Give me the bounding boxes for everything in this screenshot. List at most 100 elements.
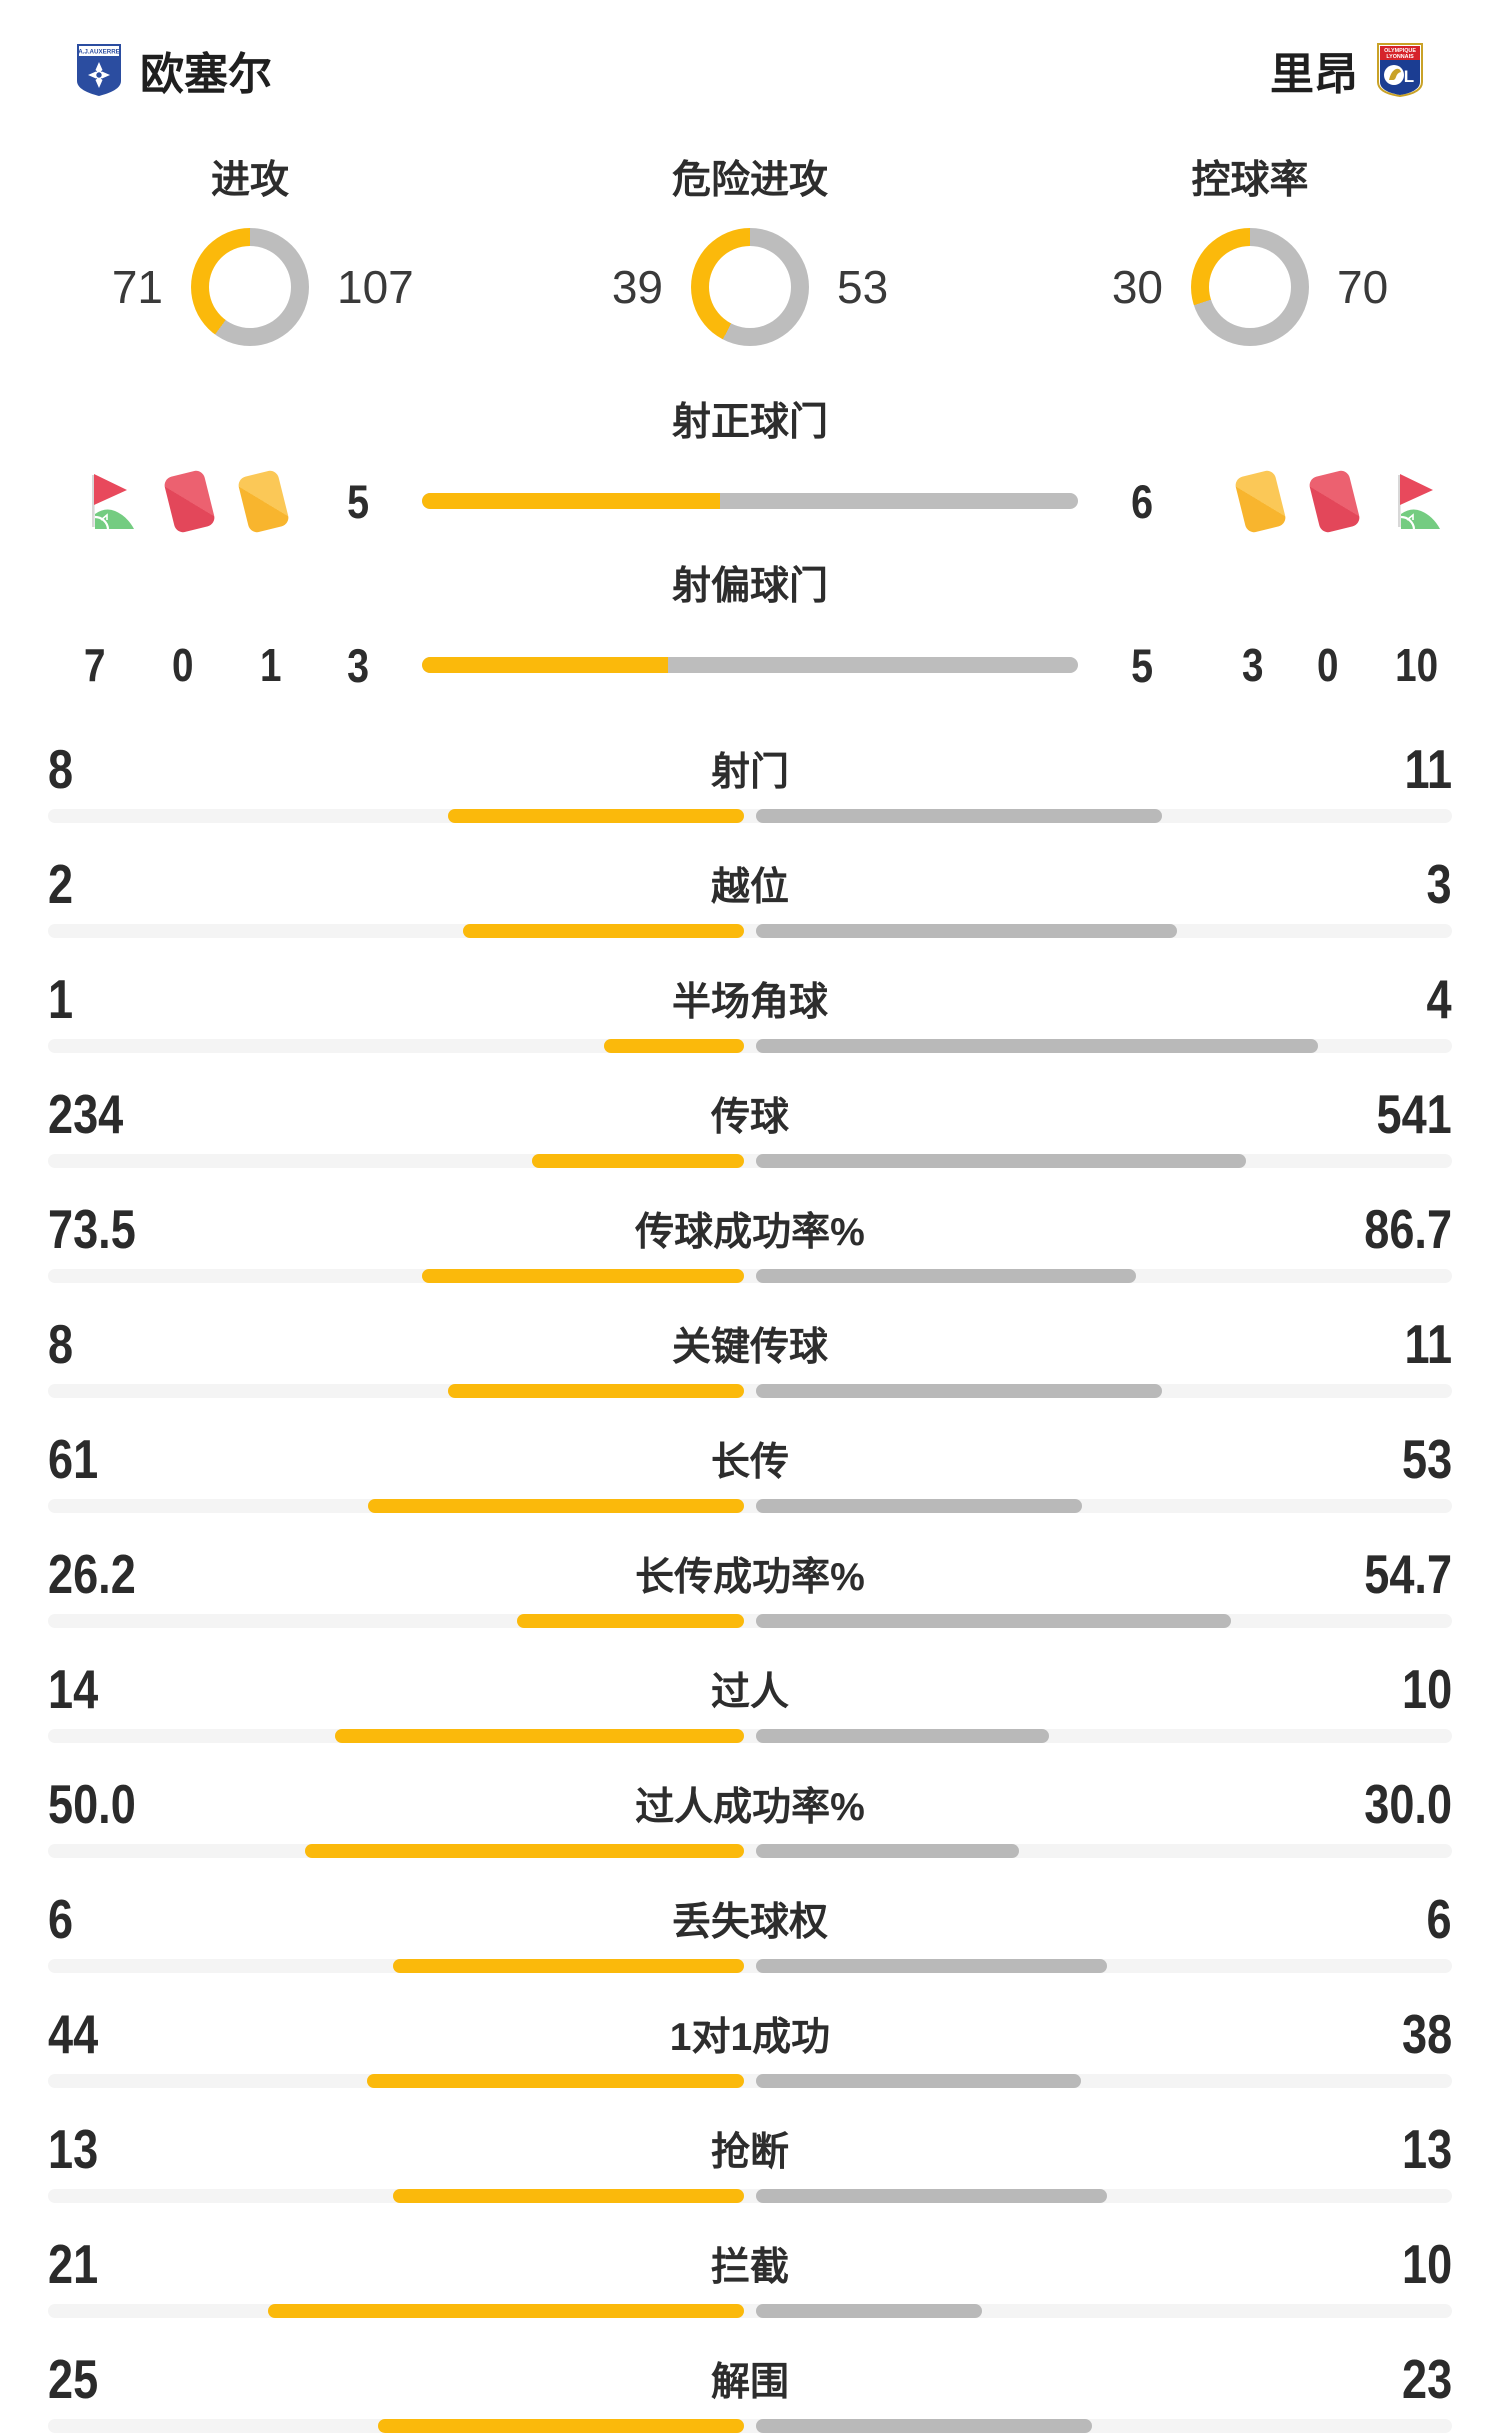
stat-row-1: 2 越位 3 [48, 853, 1452, 938]
auxerre-cross [88, 62, 110, 88]
away-discipline-icons [1194, 468, 1452, 534]
shots-off-target-home-fill [422, 657, 668, 673]
lyon-banner-line1: OLYMPIQUE [1384, 48, 1416, 54]
donut-chart-0: 进攻 71 107 [0, 158, 500, 346]
lyon-lion [1389, 68, 1401, 80]
stats-list: 8 射门 11 2 越位 3 1 半场角球 4 234 传球 541 73.5 传球成功率% 86.7 8 关键… [0, 738, 1500, 2433]
shots-on-target-bar [422, 493, 1078, 509]
donut-away-value: 70 [1337, 261, 1389, 313]
stat-home-bar [393, 1959, 744, 1973]
home-team-header[interactable]: A.J.AUXERRE 欧塞尔 [76, 38, 272, 102]
donut-figure: 30 70 [1033, 228, 1467, 346]
donut-label: 进攻 [210, 159, 289, 202]
stat-home-bar [448, 1384, 744, 1398]
stat-row-header: 13 抢断 13 [48, 2118, 1452, 2180]
yellow-card-icon [236, 468, 291, 534]
stat-away-value: 38 [1401, 2003, 1452, 2065]
stat-home-bar [532, 1154, 744, 1168]
stat-away-bar [756, 2419, 1093, 2433]
donut-figure: 39 53 [533, 228, 967, 346]
auxerre-banner-text: A.J.AUXERRE [78, 49, 120, 56]
stat-away-value: 86.7 [1364, 1198, 1452, 1260]
stat-home-bar [268, 2304, 744, 2318]
stat-label: 1对1成功 [669, 2016, 831, 2059]
stat-home-value: 13 [48, 2118, 99, 2180]
stat-home-value: 21 [48, 2233, 99, 2295]
red-card-icon [1307, 468, 1362, 534]
donut-home-value: 71 [111, 261, 163, 313]
stat-row-header: 2 越位 3 [48, 853, 1452, 915]
stat-row-8: 14 过人 10 [48, 1658, 1452, 1743]
stat-away-value: 10 [1401, 1658, 1452, 1720]
stat-row-10: 6 丢失球权 6 [48, 1888, 1452, 1973]
stat-label: 过人 [710, 1671, 789, 1714]
stat-bar-track [48, 1959, 1452, 1973]
donut-away-value: 53 [837, 261, 889, 313]
stat-away-value: 30.0 [1364, 1773, 1452, 1835]
stat-home-bar [305, 1844, 744, 1858]
stat-away-value: 54.7 [1364, 1543, 1452, 1605]
stat-away-bar [756, 1384, 1163, 1398]
stat-bar-track [48, 1844, 1452, 1858]
donut-label: 控球率 [1191, 159, 1309, 202]
stat-label: 长传 [710, 1441, 789, 1484]
donut-chart-1: 危险进攻 39 53 [500, 158, 1000, 346]
shots-on-target-row: 5 6 [0, 468, 1500, 534]
stat-home-bar [603, 1039, 744, 1053]
stat-row-header: 8 关键传球 11 [48, 1313, 1452, 1375]
stat-home-bar [378, 2419, 744, 2433]
stat-bar-track [48, 809, 1452, 823]
stat-row-header: 73.5 传球成功率% 86.7 [48, 1198, 1452, 1260]
corner-flag-icon [1398, 474, 1440, 530]
stat-away-value: 11 [1404, 738, 1452, 800]
stat-away-bar [756, 924, 1178, 938]
away-yellow-cards-value: 3 [1242, 639, 1264, 691]
stat-home-bar [368, 1499, 744, 1513]
lyon-banner-line2: LYONNAIS [1386, 54, 1414, 60]
match-stats-page: A.J.AUXERRE 欧塞尔 里昂 OLYMPIQUE LYONNAIS [0, 38, 1500, 2433]
stat-row-3: 234 传球 541 [48, 1083, 1452, 1168]
donut-chart-2: 控球率 30 70 [1000, 158, 1500, 346]
stat-home-value: 1 [48, 968, 74, 1030]
stat-home-value: 14 [48, 1658, 99, 1720]
stat-home-value: 8 [48, 738, 74, 800]
stat-row-header: 26.2 长传成功率% 54.7 [48, 1543, 1452, 1605]
stat-row-header: 44 1对1成功 38 [48, 2003, 1452, 2065]
stat-row-header: 50.0 过人成功率% 30.0 [48, 1773, 1452, 1835]
shots-off-target-label: 射偏球门 [671, 565, 828, 608]
shots-on-target-home: 5 [347, 474, 369, 528]
stat-away-bar [756, 1269, 1136, 1283]
stat-label: 传球成功率% [635, 1211, 865, 1254]
stat-row-5: 8 关键传球 11 [48, 1313, 1452, 1398]
stat-away-bar [756, 809, 1163, 823]
stat-row-header: 61 长传 53 [48, 1428, 1452, 1490]
stat-bar-track [48, 1614, 1452, 1628]
stat-away-bar [756, 2304, 983, 2318]
stat-away-value: 10 [1401, 2233, 1452, 2295]
lyon-logo: OLYMPIQUE LYONNAIS L [1377, 43, 1423, 98]
stat-home-value: 44 [48, 2003, 99, 2065]
stat-bar-track [48, 2304, 1452, 2318]
lyon-letter: L [1404, 67, 1414, 86]
donut-figure: 71 107 [33, 228, 467, 346]
stat-home-bar [448, 809, 744, 823]
stat-label: 长传成功率% [635, 1556, 865, 1599]
shots-on-target-label: 射正球门 [671, 401, 828, 444]
stat-label: 丢失球权 [671, 1901, 828, 1944]
away-team-header[interactable]: 里昂 OLYMPIQUE LYONNAIS L [1270, 38, 1424, 102]
stat-bar-track [48, 2074, 1452, 2088]
stat-label: 关键传球 [671, 1326, 828, 1369]
shots-off-target-bar [422, 657, 1078, 673]
stat-bar-track [48, 924, 1452, 938]
stat-home-value: 234 [48, 1083, 124, 1145]
red-card-icon [162, 468, 217, 534]
stat-row-header: 14 过人 10 [48, 1658, 1452, 1720]
stat-row-12: 13 抢断 13 [48, 2118, 1452, 2203]
shots-off-target-row: 7 0 1 3 5 3 0 10 [0, 632, 1500, 698]
stat-row-header: 25 解围 23 [48, 2348, 1452, 2410]
lyon-banner [1380, 46, 1420, 60]
stat-label: 拦截 [710, 2246, 789, 2289]
home-yellow-cards-value: 1 [260, 639, 282, 691]
stat-row-9: 50.0 过人成功率% 30.0 [48, 1773, 1452, 1858]
stat-row-0: 8 射门 11 [48, 738, 1452, 823]
